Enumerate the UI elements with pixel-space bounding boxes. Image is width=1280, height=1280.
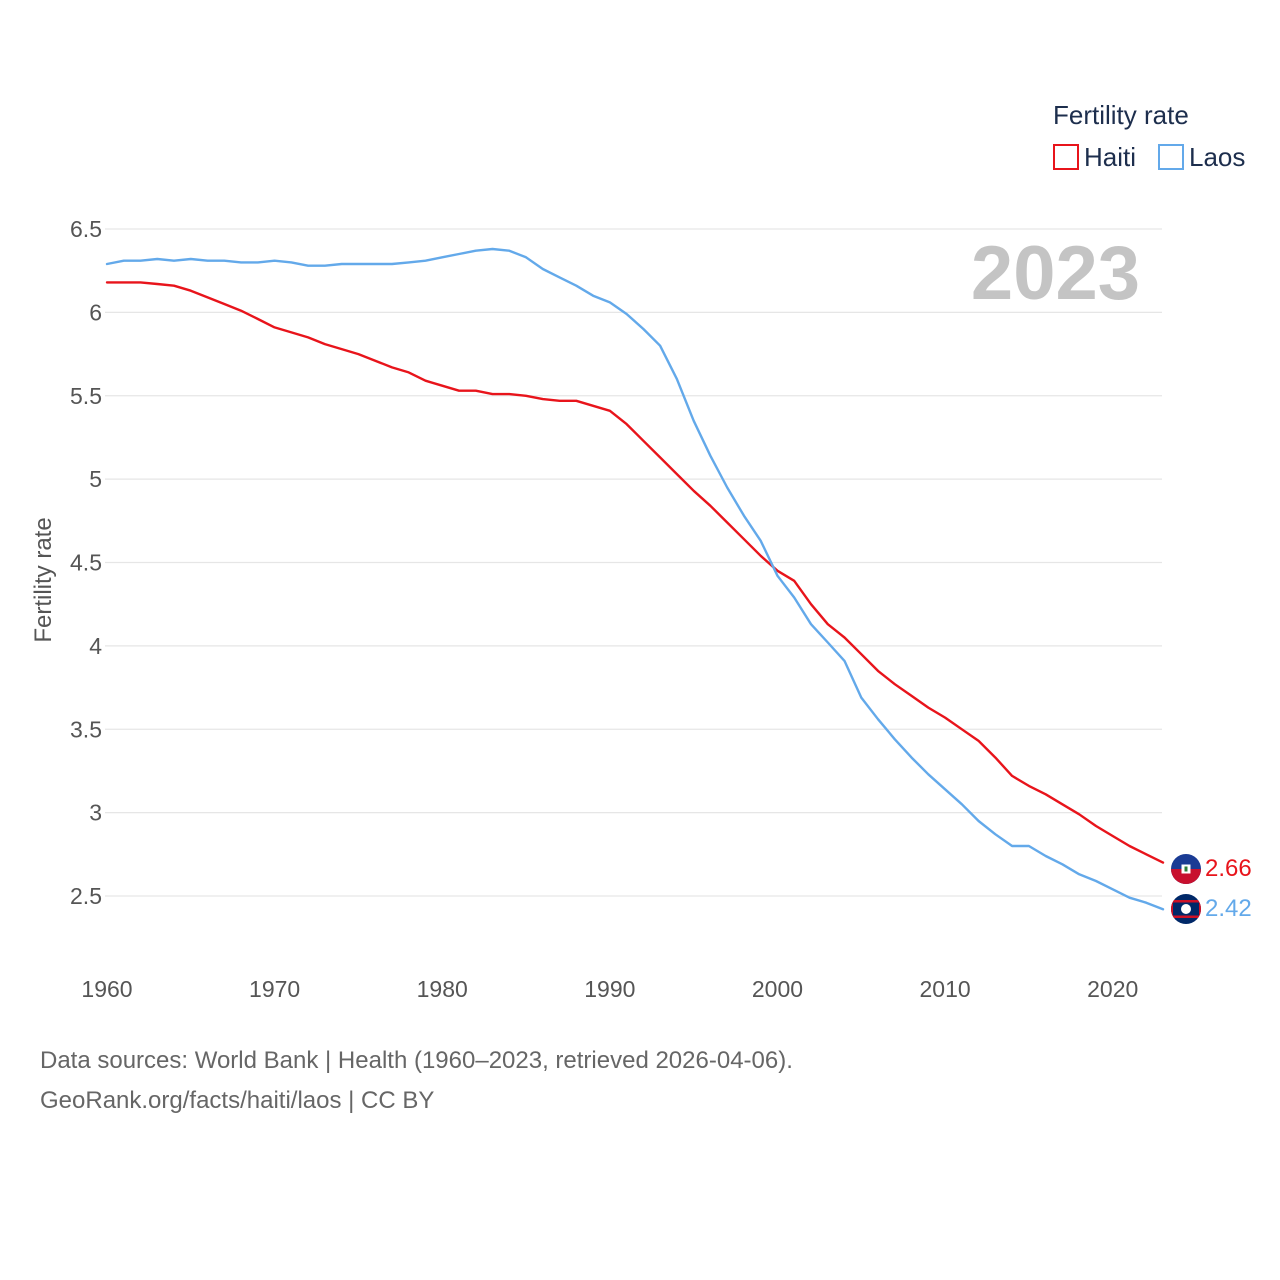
- x-tick-label: 2000: [752, 976, 803, 1002]
- x-tick-label: 2010: [920, 976, 971, 1002]
- legend: Fertility rate Haiti Laos: [1053, 100, 1245, 172]
- x-tick-label: 1970: [249, 976, 300, 1002]
- y-tick-label: 6.5: [70, 216, 102, 242]
- y-tick-label: 5.5: [70, 383, 102, 409]
- year-watermark: 2023: [971, 231, 1140, 316]
- legend-title: Fertility rate: [1053, 100, 1189, 130]
- y-axis-title: Fertility rate: [30, 517, 57, 642]
- series-line-haiti: [105, 281, 1165, 864]
- x-axis-ticks: 1960 1970 1980 1990 2000 2010 2020: [81, 976, 1138, 1002]
- y-axis-ticks: 2.5 3 3.5 4 4.5 5 5.5 6 6.5: [70, 216, 102, 909]
- data-source-note: Data sources: World Bank | Health (1960–…: [40, 1047, 793, 1074]
- haiti-flag-icon: [1171, 854, 1201, 884]
- laos-flag-icon: [1171, 894, 1201, 924]
- legend-item-laos[interactable]: Laos: [1158, 142, 1245, 172]
- legend-label-haiti: Haiti: [1084, 142, 1136, 172]
- x-tick-label: 1990: [584, 976, 635, 1002]
- attribution-link[interactable]: GeoRank.org/facts/haiti/laos | CC BY: [40, 1087, 434, 1114]
- y-tick-label: 5: [89, 466, 102, 492]
- haiti-end-label: 2.66: [1205, 855, 1252, 882]
- series-line-laos: [105, 247, 1165, 911]
- series-lines: [105, 247, 1165, 911]
- x-tick-label: 2020: [1087, 976, 1138, 1002]
- gridlines: [105, 228, 1162, 897]
- legend-swatch-haiti: [1053, 144, 1079, 170]
- y-tick-label: 2.5: [70, 883, 102, 909]
- legend-swatch-laos: [1158, 144, 1184, 170]
- y-tick-label: 4.5: [70, 550, 102, 576]
- x-tick-label: 1980: [417, 976, 468, 1002]
- y-tick-label: 6: [89, 299, 102, 325]
- laos-end-label: 2.42: [1205, 895, 1252, 922]
- legend-item-haiti[interactable]: Haiti: [1053, 142, 1136, 172]
- y-tick-label: 4: [89, 633, 102, 659]
- legend-label-laos: Laos: [1189, 142, 1245, 172]
- y-tick-label: 3: [89, 800, 102, 826]
- y-tick-label: 3.5: [70, 716, 102, 742]
- x-tick-label: 1960: [81, 976, 132, 1002]
